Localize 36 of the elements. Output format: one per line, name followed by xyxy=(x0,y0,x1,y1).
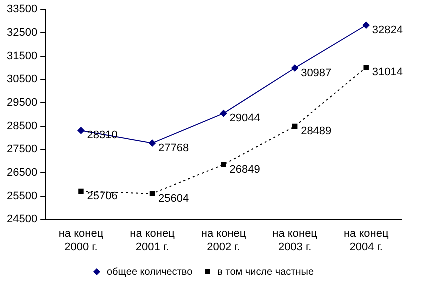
point xyxy=(292,64,299,72)
point xyxy=(364,64,369,70)
point xyxy=(292,124,298,130)
legend-label: в том числе частные xyxy=(218,266,314,278)
x-tick-label: на конец 2004 г. xyxy=(344,228,390,254)
data-label: 30987 xyxy=(301,67,332,80)
y-tick-label: 25500 xyxy=(6,190,38,202)
data-label: 25604 xyxy=(158,192,190,205)
x-tick-label: на конец 2003 г. xyxy=(272,228,318,254)
y-tick-label: 28500 xyxy=(6,120,38,132)
point xyxy=(220,110,228,118)
data-label: 26849 xyxy=(230,164,260,176)
y-tick-label: 33500 xyxy=(6,4,38,16)
x-tick-label: на конец 2001 г. xyxy=(130,228,176,254)
x-tick-label: на конец 2000 г. xyxy=(58,228,104,254)
y-tick-label: 27500 xyxy=(6,144,38,156)
y-tick-label: 24500 xyxy=(6,214,38,226)
x-tick-label: на конец 2002 г. xyxy=(201,228,247,254)
data-label: 28489 xyxy=(301,126,332,138)
point xyxy=(362,22,370,29)
data-label: 32824 xyxy=(372,24,403,36)
y-tick-label: 29500 xyxy=(6,96,38,109)
data-label: 31014 xyxy=(372,66,403,79)
point xyxy=(150,191,156,196)
y-tick-label: 30500 xyxy=(6,74,38,86)
point xyxy=(78,127,85,134)
y-tick-label: 31500 xyxy=(6,50,38,62)
data-label: 25706 xyxy=(87,190,118,202)
legend-label: общее количество xyxy=(106,266,194,278)
y-tick-label: 32500 xyxy=(6,26,38,39)
point xyxy=(78,188,84,194)
point xyxy=(149,140,156,147)
data-label: 27768 xyxy=(158,142,190,154)
point xyxy=(221,162,226,168)
y-tick-label: 26500 xyxy=(6,166,38,179)
data-label: 29044 xyxy=(230,112,260,125)
